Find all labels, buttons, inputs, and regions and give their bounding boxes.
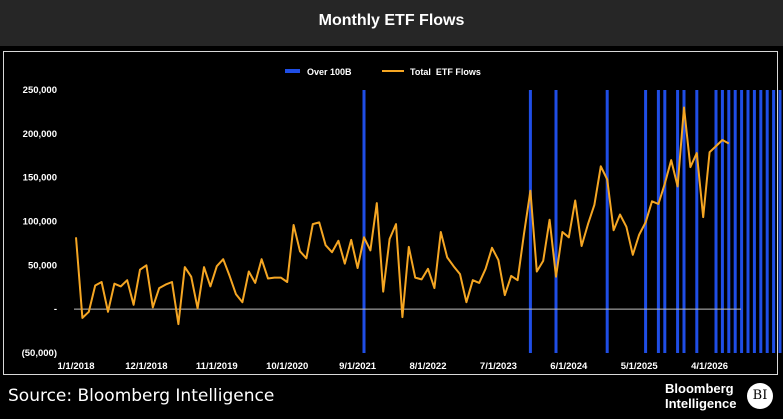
- logo-line-1: Bloomberg: [665, 381, 734, 396]
- total-etf-flows-series: [75, 106, 730, 326]
- over-100b-bar: [605, 90, 609, 353]
- over-100b-bar: [752, 90, 756, 353]
- bi-badge-icon: BI: [747, 383, 773, 409]
- x-tick-label: 1/1/2018: [58, 361, 95, 372]
- line-total-etf-flows: [75, 106, 730, 326]
- y-tick-label: 250,000: [23, 85, 57, 96]
- over-100b-bar: [714, 90, 718, 353]
- over-100b-bar: [554, 90, 558, 353]
- over-100b-bar: [682, 90, 686, 353]
- x-tick-label: 11/1/2019: [196, 361, 238, 372]
- x-tick-label: 12/1/2018: [125, 361, 167, 372]
- over-100b-bar: [528, 90, 532, 353]
- over-100b-bar: [727, 90, 731, 353]
- over-100b-bar: [663, 90, 667, 353]
- over-100b-bar: [656, 90, 660, 353]
- legend-label-over-100b: Over 100B: [307, 67, 352, 77]
- y-axis: 250,000 200,000 150,000 100,000 50,000 - (50,0…: [22, 85, 57, 359]
- y-tick-label: 150,000: [23, 173, 57, 184]
- legend-swatch-over-100b: [285, 69, 300, 73]
- over-100b-bar: [765, 90, 769, 353]
- y-tick-label: -: [54, 304, 57, 315]
- over-100b-bar: [695, 90, 699, 353]
- x-tick-label: 6/1/2024: [550, 361, 588, 372]
- over-100b-bar: [759, 90, 763, 353]
- legend-label-total-etf-flows: Total ETF Flows: [410, 67, 481, 77]
- legend: Over 100B Total ETF Flows: [285, 67, 481, 77]
- y-tick-label: 100,000: [23, 217, 57, 228]
- over-100b-bar: [676, 90, 680, 353]
- over-100b-bar: [720, 90, 724, 353]
- over-100b-bar: [772, 90, 776, 353]
- x-axis: 1/1/2018 12/1/2018 11/1/2019 10/1/2020 9/1/2…: [58, 361, 729, 372]
- y-tick-label: 200,000: [23, 129, 57, 140]
- chart-title: Monthly ETF Flows: [318, 12, 465, 29]
- x-tick-label: 4/1/2026: [691, 361, 728, 372]
- over-100b-bar: [362, 90, 366, 353]
- y-tick-label: 50,000: [28, 260, 57, 271]
- x-tick-label: 7/1/2023: [480, 361, 517, 372]
- bloomberg-intelligence-logo: Bloomberg Intelligence BI: [665, 381, 780, 415]
- chart-header: Monthly ETF Flows: [0, 0, 783, 46]
- x-tick-label: 5/1/2025: [621, 361, 659, 372]
- x-tick-label: 8/1/2022: [410, 361, 447, 372]
- logo-text: Bloomberg Intelligence: [665, 381, 741, 411]
- plot-frame: [3, 51, 778, 375]
- over-100b-bar: [740, 90, 744, 353]
- over-100b-bars: [362, 90, 782, 353]
- source-note: Source: Bloomberg Intelligence: [8, 386, 275, 406]
- over-100b-bar: [778, 90, 782, 353]
- over-100b-bar: [746, 90, 750, 353]
- over-100b-bar: [733, 90, 737, 353]
- logo-line-2: Intelligence: [665, 396, 737, 411]
- y-tick-label: (50,000): [22, 348, 57, 359]
- x-tick-label: 10/1/2020: [266, 361, 308, 372]
- x-tick-label: 9/1/2021: [339, 361, 377, 372]
